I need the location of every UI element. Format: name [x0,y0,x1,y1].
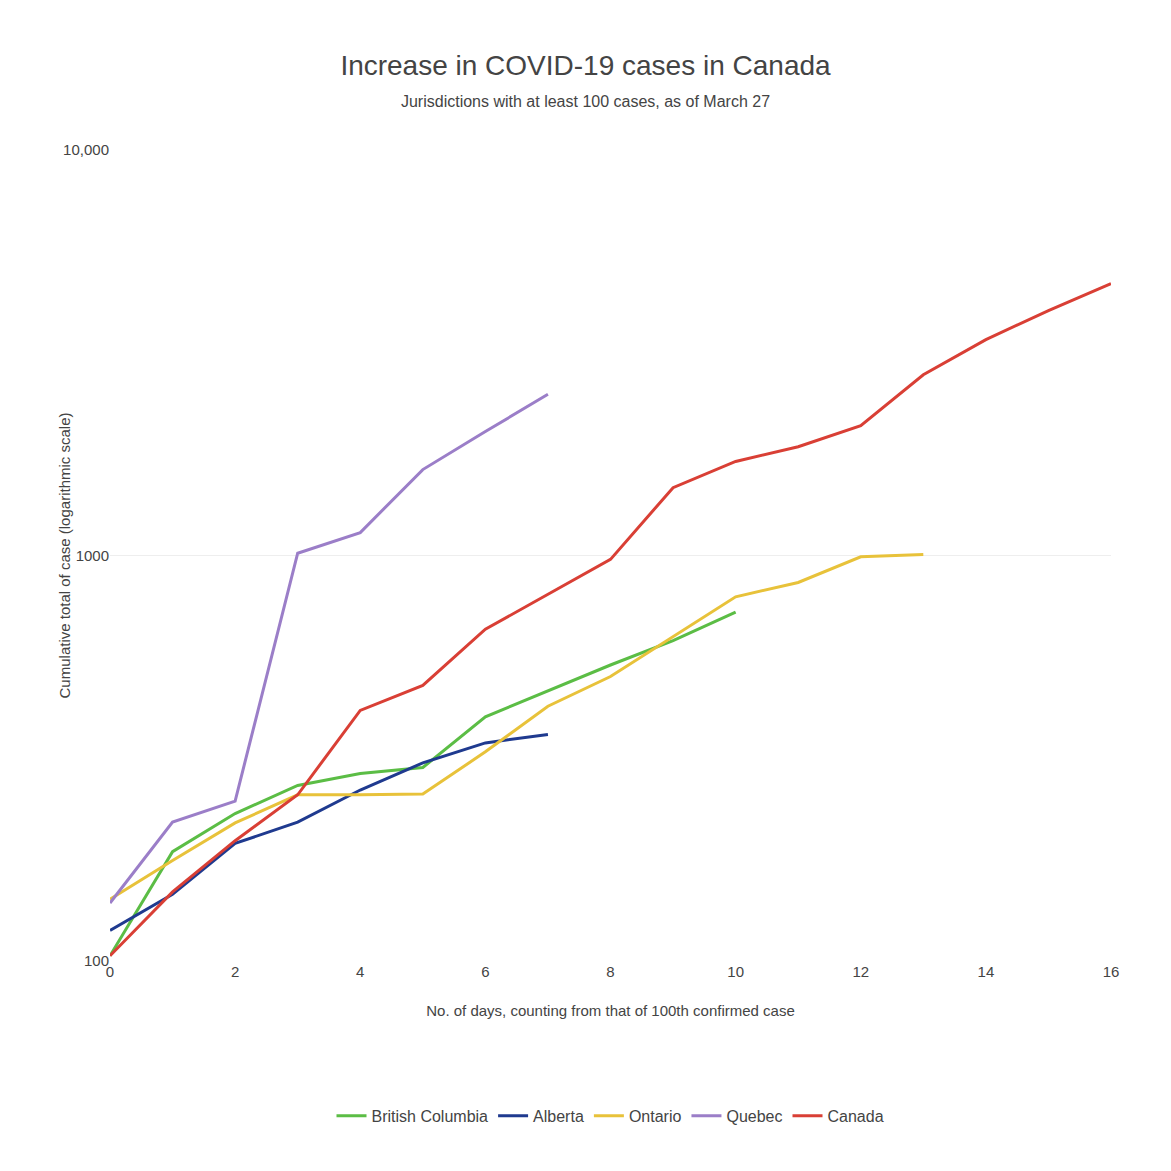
svg-text:10,000: 10,000 [63,141,109,158]
svg-text:14: 14 [978,963,995,980]
svg-text:10: 10 [727,963,744,980]
svg-text:Alberta: Alberta [533,1108,584,1125]
svg-text:16: 16 [1103,963,1120,980]
svg-text:Jurisdictions with at least 10: Jurisdictions with at least 100 cases, a… [401,93,770,110]
svg-text:2: 2 [231,963,239,980]
svg-text:1000: 1000 [76,547,109,564]
svg-text:8: 8 [606,963,614,980]
svg-text:Quebec: Quebec [726,1108,782,1125]
svg-text:Increase in COVID-19 cases in: Increase in COVID-19 cases in Canada [340,50,831,81]
svg-text:Cumulative total of case (loga: Cumulative total of case (logarithmic sc… [56,413,73,699]
svg-text:Ontario: Ontario [629,1108,682,1125]
svg-text:No. of days, counting from tha: No. of days, counting from that of 100th… [426,1002,795,1019]
svg-text:100: 100 [84,952,109,969]
svg-text:4: 4 [356,963,364,980]
svg-text:12: 12 [852,963,869,980]
svg-text:Canada: Canada [828,1108,884,1125]
svg-text:0: 0 [106,963,114,980]
svg-text:British Columbia: British Columbia [372,1108,489,1125]
svg-text:6: 6 [481,963,489,980]
